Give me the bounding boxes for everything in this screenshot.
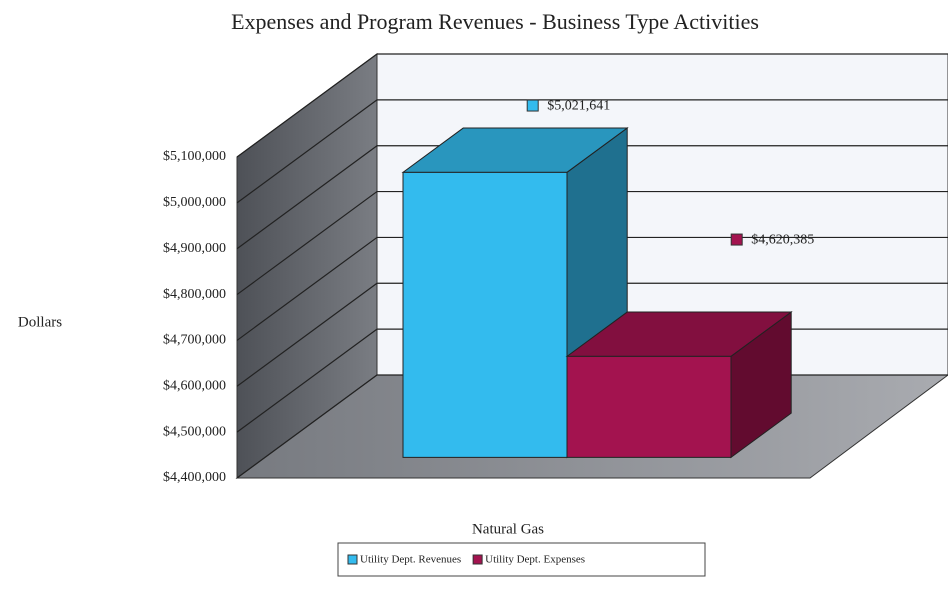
bar (402, 171, 568, 458)
data-label: $5,021,641 (547, 98, 610, 113)
y-tick-label: $4,400,000 (163, 470, 226, 485)
y-tick-label: $4,600,000 (163, 379, 226, 394)
legend (337, 542, 706, 577)
chart-title: Expenses and Program Revenues - Business… (231, 9, 759, 34)
data-label: $4,620,385 (751, 232, 814, 247)
y-tick-label: $4,800,000 (163, 287, 226, 302)
grid-line (236, 53, 948, 158)
y-tick-label: $4,500,000 (163, 424, 226, 439)
grid-line (236, 190, 948, 296)
y-axis-title: Dollars (18, 314, 62, 330)
legend-label: Utility Dept. Revenues (360, 554, 461, 566)
grid-line (236, 145, 948, 250)
data-label-marker (526, 99, 539, 112)
y-tick-label: $4,700,000 (163, 333, 226, 348)
grid-line (236, 99, 948, 204)
grid-line (236, 236, 948, 341)
legend-label: Utility Dept. Expenses (485, 554, 585, 566)
legend-swatch (347, 554, 358, 565)
grid-line (236, 282, 948, 387)
bar (566, 355, 732, 458)
y-tick-label: $5,000,000 (163, 195, 226, 210)
x-tick-label: Natural Gas (472, 521, 544, 537)
data-label-marker (730, 233, 743, 246)
y-tick-label: $4,900,000 (163, 241, 226, 256)
y-tick-label: $5,100,000 (163, 149, 226, 164)
legend-swatch (472, 554, 483, 565)
